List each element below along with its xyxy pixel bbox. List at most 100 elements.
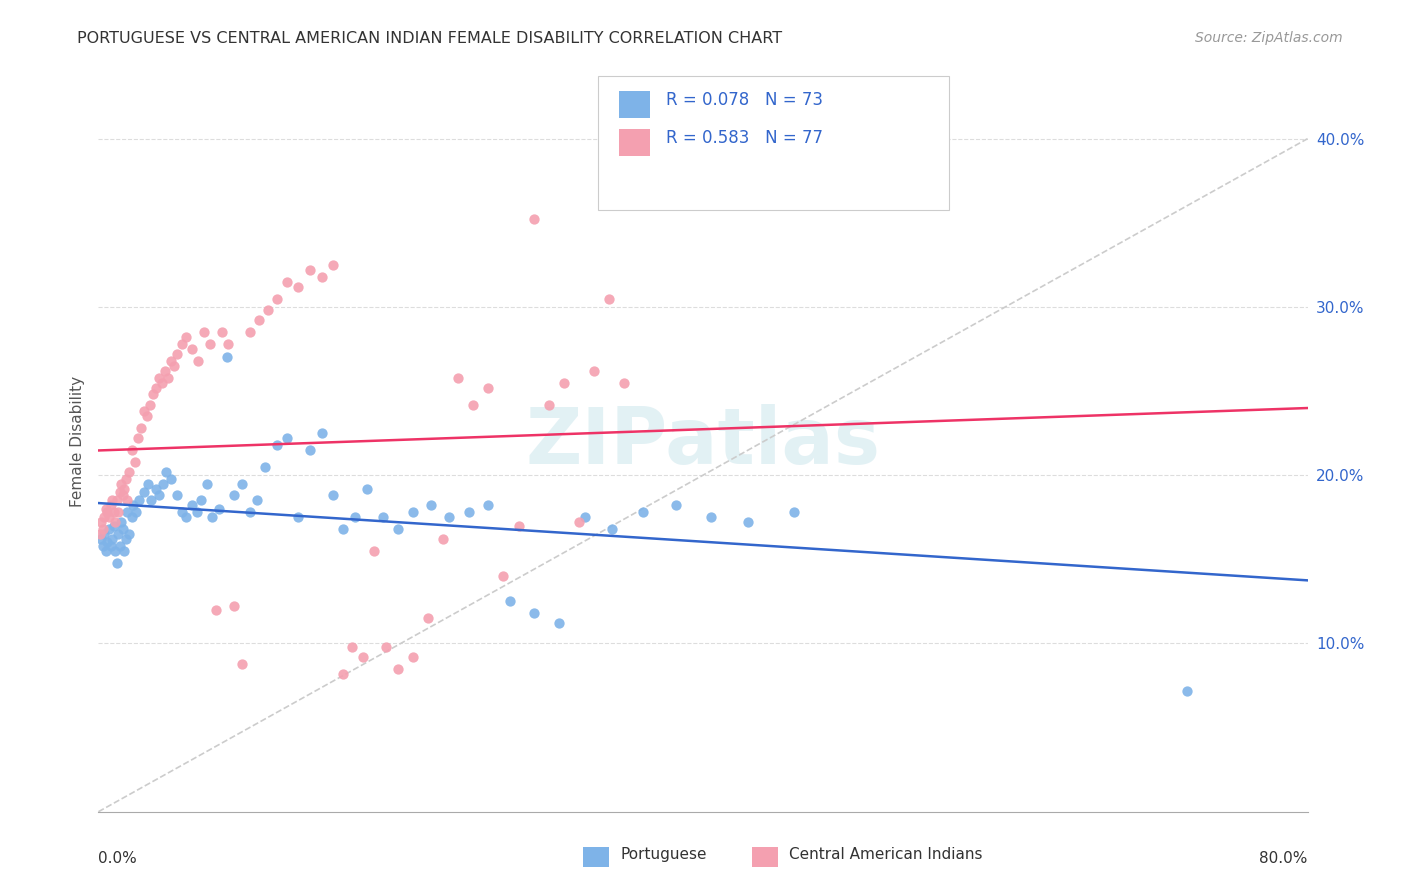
Point	[523, 606, 546, 620]
Point	[598, 292, 620, 306]
Point	[402, 649, 425, 664]
Point	[276, 431, 298, 445]
Point	[322, 488, 344, 502]
Point	[132, 485, 155, 500]
Point	[217, 337, 239, 351]
Point	[492, 569, 515, 583]
Point	[156, 370, 179, 384]
Point	[299, 442, 322, 457]
Point	[186, 505, 208, 519]
Point	[170, 337, 193, 351]
Point	[121, 442, 143, 457]
Point	[190, 493, 212, 508]
Point	[332, 522, 354, 536]
Point	[94, 501, 117, 516]
Point	[332, 666, 354, 681]
Point	[463, 398, 485, 412]
Point	[150, 376, 173, 390]
Point	[127, 431, 149, 445]
Point	[631, 505, 654, 519]
Point	[195, 476, 218, 491]
Point	[93, 527, 115, 541]
Point	[583, 364, 606, 378]
Text: 0.0%: 0.0%	[98, 851, 138, 865]
Point	[91, 539, 114, 553]
Point	[193, 325, 215, 339]
Point	[115, 505, 138, 519]
Point	[96, 505, 118, 519]
Point	[387, 662, 409, 676]
Point	[665, 499, 688, 513]
Point	[437, 510, 460, 524]
Point	[139, 398, 162, 412]
Point	[141, 493, 163, 508]
Point	[101, 532, 124, 546]
Point	[205, 603, 228, 617]
Point	[508, 518, 530, 533]
Point	[160, 471, 183, 485]
Text: 80.0%: 80.0%	[1260, 851, 1308, 865]
Point	[374, 640, 396, 654]
Point	[253, 459, 276, 474]
Text: ZIPatlas: ZIPatlas	[526, 403, 880, 480]
Point	[224, 599, 246, 614]
Text: R = 0.078   N = 73: R = 0.078 N = 73	[666, 91, 824, 109]
Point	[181, 342, 204, 356]
Point	[356, 482, 378, 496]
Point	[118, 465, 141, 479]
Point	[108, 539, 131, 553]
Point	[153, 364, 176, 378]
Point	[111, 488, 134, 502]
Point	[128, 493, 150, 508]
Point	[231, 476, 253, 491]
Point	[166, 347, 188, 361]
Point	[477, 381, 499, 395]
Point	[322, 258, 344, 272]
Point	[447, 370, 470, 384]
Point	[266, 438, 288, 452]
Point	[387, 522, 409, 536]
Point	[98, 510, 121, 524]
Point	[121, 510, 143, 524]
Point	[148, 488, 170, 502]
Point	[352, 649, 374, 664]
Point	[208, 501, 231, 516]
Point	[104, 544, 127, 558]
Text: Source: ZipAtlas.com: Source: ZipAtlas.com	[1195, 31, 1343, 45]
Point	[201, 510, 224, 524]
Point	[125, 505, 148, 519]
Point	[371, 510, 394, 524]
Y-axis label: Female Disability: Female Disability	[69, 376, 84, 508]
Point	[239, 505, 262, 519]
Point	[457, 505, 479, 519]
Point	[136, 476, 159, 491]
Point	[135, 409, 157, 424]
Point	[111, 522, 134, 536]
Point	[90, 532, 112, 546]
Point	[107, 527, 129, 541]
Point	[129, 421, 152, 435]
Point	[211, 325, 233, 339]
Point	[155, 465, 177, 479]
Point	[215, 351, 238, 365]
Point	[152, 476, 174, 491]
Point	[1175, 683, 1198, 698]
Point	[145, 482, 167, 496]
Point	[170, 505, 193, 519]
Point	[145, 381, 167, 395]
Point	[103, 518, 125, 533]
Point	[114, 471, 136, 485]
Point	[91, 522, 114, 536]
Point	[115, 493, 138, 508]
Point	[231, 657, 253, 671]
Point	[107, 505, 129, 519]
Text: Central American Indians: Central American Indians	[789, 847, 983, 863]
Point	[163, 359, 186, 373]
Text: R = 0.583   N = 77: R = 0.583 N = 77	[666, 129, 824, 147]
Point	[142, 387, 165, 401]
Point	[602, 522, 624, 536]
Point	[287, 510, 309, 524]
Point	[256, 303, 278, 318]
Point	[94, 544, 117, 558]
Point	[200, 337, 222, 351]
